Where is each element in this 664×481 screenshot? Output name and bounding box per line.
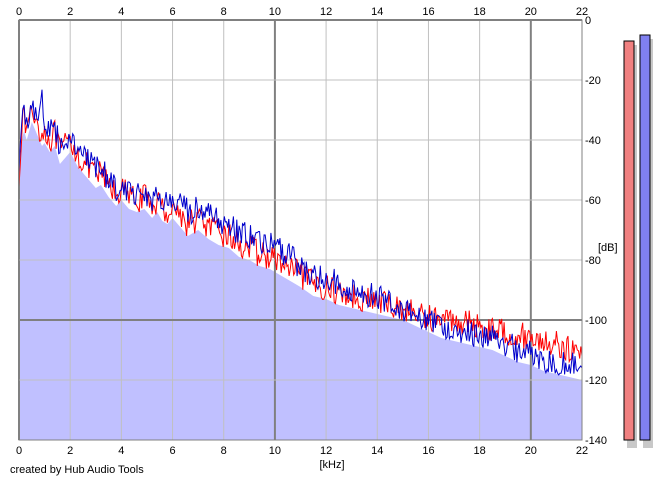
x-tick-label-top: 12	[320, 6, 332, 18]
x-tick-label-bottom: 22	[576, 445, 588, 457]
x-tick-label-top: 2	[67, 6, 73, 18]
x-tick-label-top: 16	[422, 6, 434, 18]
x-tick-label-top: 10	[269, 6, 281, 18]
y-tick-label: -60	[585, 195, 601, 207]
x-tick-label-top: 8	[221, 6, 227, 18]
x-tick-label-bottom: 18	[474, 445, 486, 457]
y-tick-label: -80	[585, 255, 601, 267]
x-tick-label-bottom: 16	[422, 445, 434, 457]
x-tick-labels-bottom: 0 2 4 6 8 10 12 14 16 18 20 22	[16, 445, 588, 457]
spectrum-fill	[19, 122, 582, 440]
x-tick-label-bottom: 12	[320, 445, 332, 457]
x-tick-label-top: 0	[16, 6, 22, 18]
x-tick-label-bottom: 0	[16, 445, 22, 457]
y-tick-label: -140	[585, 435, 607, 447]
plot-frame	[18, 19, 583, 441]
series-line-right	[18, 89, 583, 376]
x-tick-label-bottom: 4	[118, 445, 124, 457]
x-tick-label-top: 22	[576, 6, 588, 18]
x-tick-label-bottom: 10	[269, 445, 281, 457]
x-tick-label-bottom: 20	[525, 445, 537, 457]
y-tick-label: 0	[585, 15, 591, 27]
x-tick-label-bottom: 6	[169, 445, 175, 457]
x-tick-label-bottom: 2	[67, 445, 73, 457]
x-tick-label-bottom: 14	[371, 445, 383, 457]
meter-left-bar	[623, 40, 635, 441]
series-lines	[18, 89, 583, 376]
x-tick-label-top: 6	[169, 6, 175, 18]
x-tick-label-bottom: 8	[221, 445, 227, 457]
x-tick-label-top: 14	[371, 6, 383, 18]
x-tick-label-top: 4	[118, 6, 124, 18]
y-tick-label: -100	[585, 315, 607, 327]
x-tick-label-top: 18	[474, 6, 486, 18]
y-tick-label: -40	[585, 135, 601, 147]
y-tick-label: -120	[585, 375, 607, 387]
y-axis-unit: [dB]	[598, 242, 618, 254]
level-meters	[623, 34, 653, 448]
spectrum-area	[19, 122, 582, 440]
meter-right-bar	[639, 34, 651, 441]
x-axis-unit: [kHz]	[319, 459, 344, 471]
credit-text: created by Hub Audio Tools	[10, 464, 144, 476]
y-tick-label: -20	[585, 75, 601, 87]
y-tick-labels: 0 -20 -40 -60 -80 -100 -120 -140	[585, 15, 607, 447]
x-tick-label-top: 20	[525, 6, 537, 18]
x-tick-labels-top: 0 2 4 6 8 10 12 14 16 18 20 22	[16, 6, 588, 18]
